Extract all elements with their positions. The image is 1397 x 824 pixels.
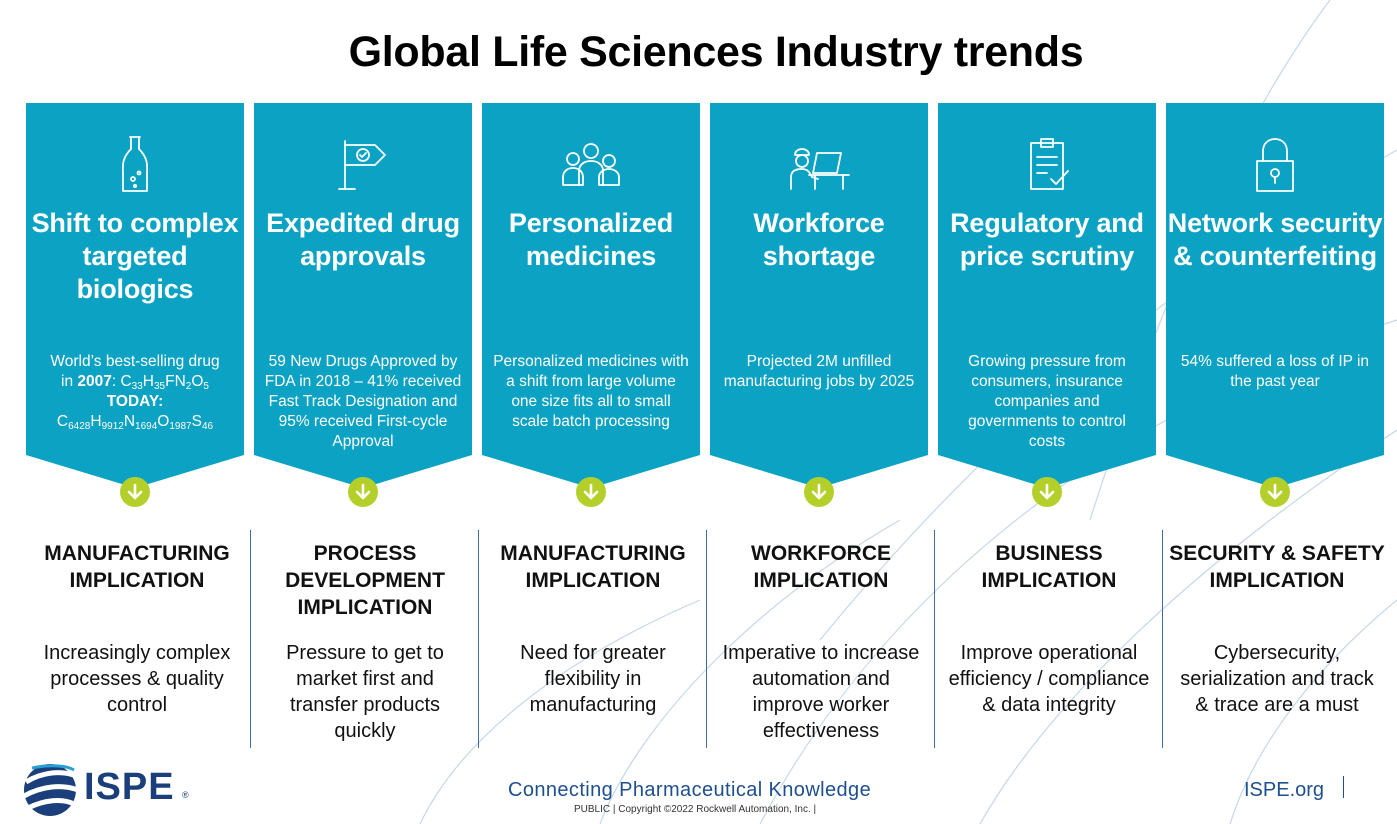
people-group-icon bbox=[562, 143, 620, 186]
trend-column: Shift to complex targeted biologics Worl… bbox=[26, 103, 248, 818]
ispe-globe-icon bbox=[22, 764, 78, 816]
arrow-down-icon bbox=[348, 477, 378, 507]
trend-description: Personalized medicines with a shift from… bbox=[493, 353, 689, 430]
worker-laptop-icon bbox=[790, 148, 850, 190]
trend-banner: Shift to complex targeted biologics Worl… bbox=[26, 103, 244, 488]
implication-title: MANUFACTURING IMPLICATION bbox=[44, 542, 230, 592]
trend-banner: Network security & counterfeiting 54% su… bbox=[1166, 103, 1384, 488]
trend-column: Workforce shortage Projected 2M unfilled… bbox=[710, 103, 932, 818]
flag-check-icon bbox=[338, 140, 386, 190]
implication-title: BUSINESS IMPLICATION bbox=[981, 542, 1117, 592]
column-divider bbox=[706, 530, 707, 748]
trend-title: Expedited drug approvals bbox=[266, 208, 460, 271]
trend-banner: Workforce shortage Projected 2M unfilled… bbox=[710, 103, 928, 488]
bottle-icon bbox=[121, 136, 149, 192]
trend-column: Expedited drug approvals 59 New Drugs Ap… bbox=[254, 103, 476, 818]
implication-description: Increasingly complex processes & quality… bbox=[43, 642, 231, 716]
trend-banner: Expedited drug approvals 59 New Drugs Ap… bbox=[254, 103, 472, 488]
footer-separator bbox=[1343, 776, 1344, 798]
trend-column: Regulatory and price scrutiny Growing pr… bbox=[938, 103, 1160, 818]
trend-description: World’s best-selling drug in 2007: C33H3… bbox=[50, 353, 220, 432]
trend-column: Personalized medicines Personalized medi… bbox=[482, 103, 704, 818]
trend-title: Personalized medicines bbox=[508, 208, 674, 271]
trend-title: Workforce shortage bbox=[753, 208, 885, 271]
footer-copyright: PUBLIC | Copyright ©2022 Rockwell Automa… bbox=[574, 804, 817, 815]
ispe-logo: ISPE ® bbox=[22, 760, 202, 820]
arrow-down-icon bbox=[576, 477, 606, 507]
trend-banner: Personalized medicines Personalized medi… bbox=[482, 103, 700, 488]
footer-site-link[interactable]: ISPE.org bbox=[1244, 779, 1325, 801]
trend-title: Network security & counterfeiting bbox=[1167, 208, 1383, 271]
clipboard-check-icon bbox=[1030, 138, 1069, 190]
implication-title: MANUFACTURING IMPLICATION bbox=[500, 542, 686, 592]
trend-banner: Regulatory and price scrutiny Growing pr… bbox=[938, 103, 1156, 488]
column-divider bbox=[250, 530, 251, 748]
trend-title: Shift to complex targeted biologics bbox=[31, 208, 239, 304]
implication-title: WORKFORCE IMPLICATION bbox=[751, 542, 891, 592]
implication-description: Improve operational efficiency / complia… bbox=[948, 642, 1150, 716]
arrow-down-icon bbox=[1032, 477, 1062, 507]
arrow-down-icon bbox=[1260, 477, 1290, 507]
implication-description: Cybersecurity, serialization and track &… bbox=[1180, 642, 1374, 716]
arrow-down-icon bbox=[120, 477, 150, 507]
column-divider bbox=[1162, 530, 1163, 748]
implication-description: Imperative to increase automation and im… bbox=[722, 642, 920, 742]
trend-title: Regulatory and price scrutiny bbox=[950, 208, 1144, 271]
padlock-icon bbox=[1256, 138, 1294, 192]
implication-title: SECURITY & SAFETY IMPLICATION bbox=[1169, 542, 1385, 592]
trend-description: 54% suffered a loss of IP in the past ye… bbox=[1180, 353, 1370, 390]
page-title: Global Life Sciences Industry trends bbox=[348, 28, 1084, 76]
trend-description: 59 New Drugs Approved by FDA in 2018 – 4… bbox=[264, 353, 462, 450]
column-divider bbox=[934, 530, 935, 748]
trend-column: Network security & counterfeiting 54% su… bbox=[1166, 103, 1388, 818]
footer-tagline: Connecting Pharmaceutical Knowledge bbox=[508, 779, 872, 801]
implication-title: PROCESS DEVELOPMENT IMPLICATION bbox=[285, 542, 445, 619]
column-divider bbox=[478, 530, 479, 748]
trend-description: Projected 2M unfilled manufacturing jobs… bbox=[723, 353, 915, 390]
trend-description: Growing pressure from consumers, insuran… bbox=[968, 353, 1126, 450]
implication-description: Pressure to get to market first and tran… bbox=[286, 642, 444, 742]
implication-description: Need for greater flexibility in manufact… bbox=[520, 642, 666, 716]
arrow-down-icon bbox=[804, 477, 834, 507]
